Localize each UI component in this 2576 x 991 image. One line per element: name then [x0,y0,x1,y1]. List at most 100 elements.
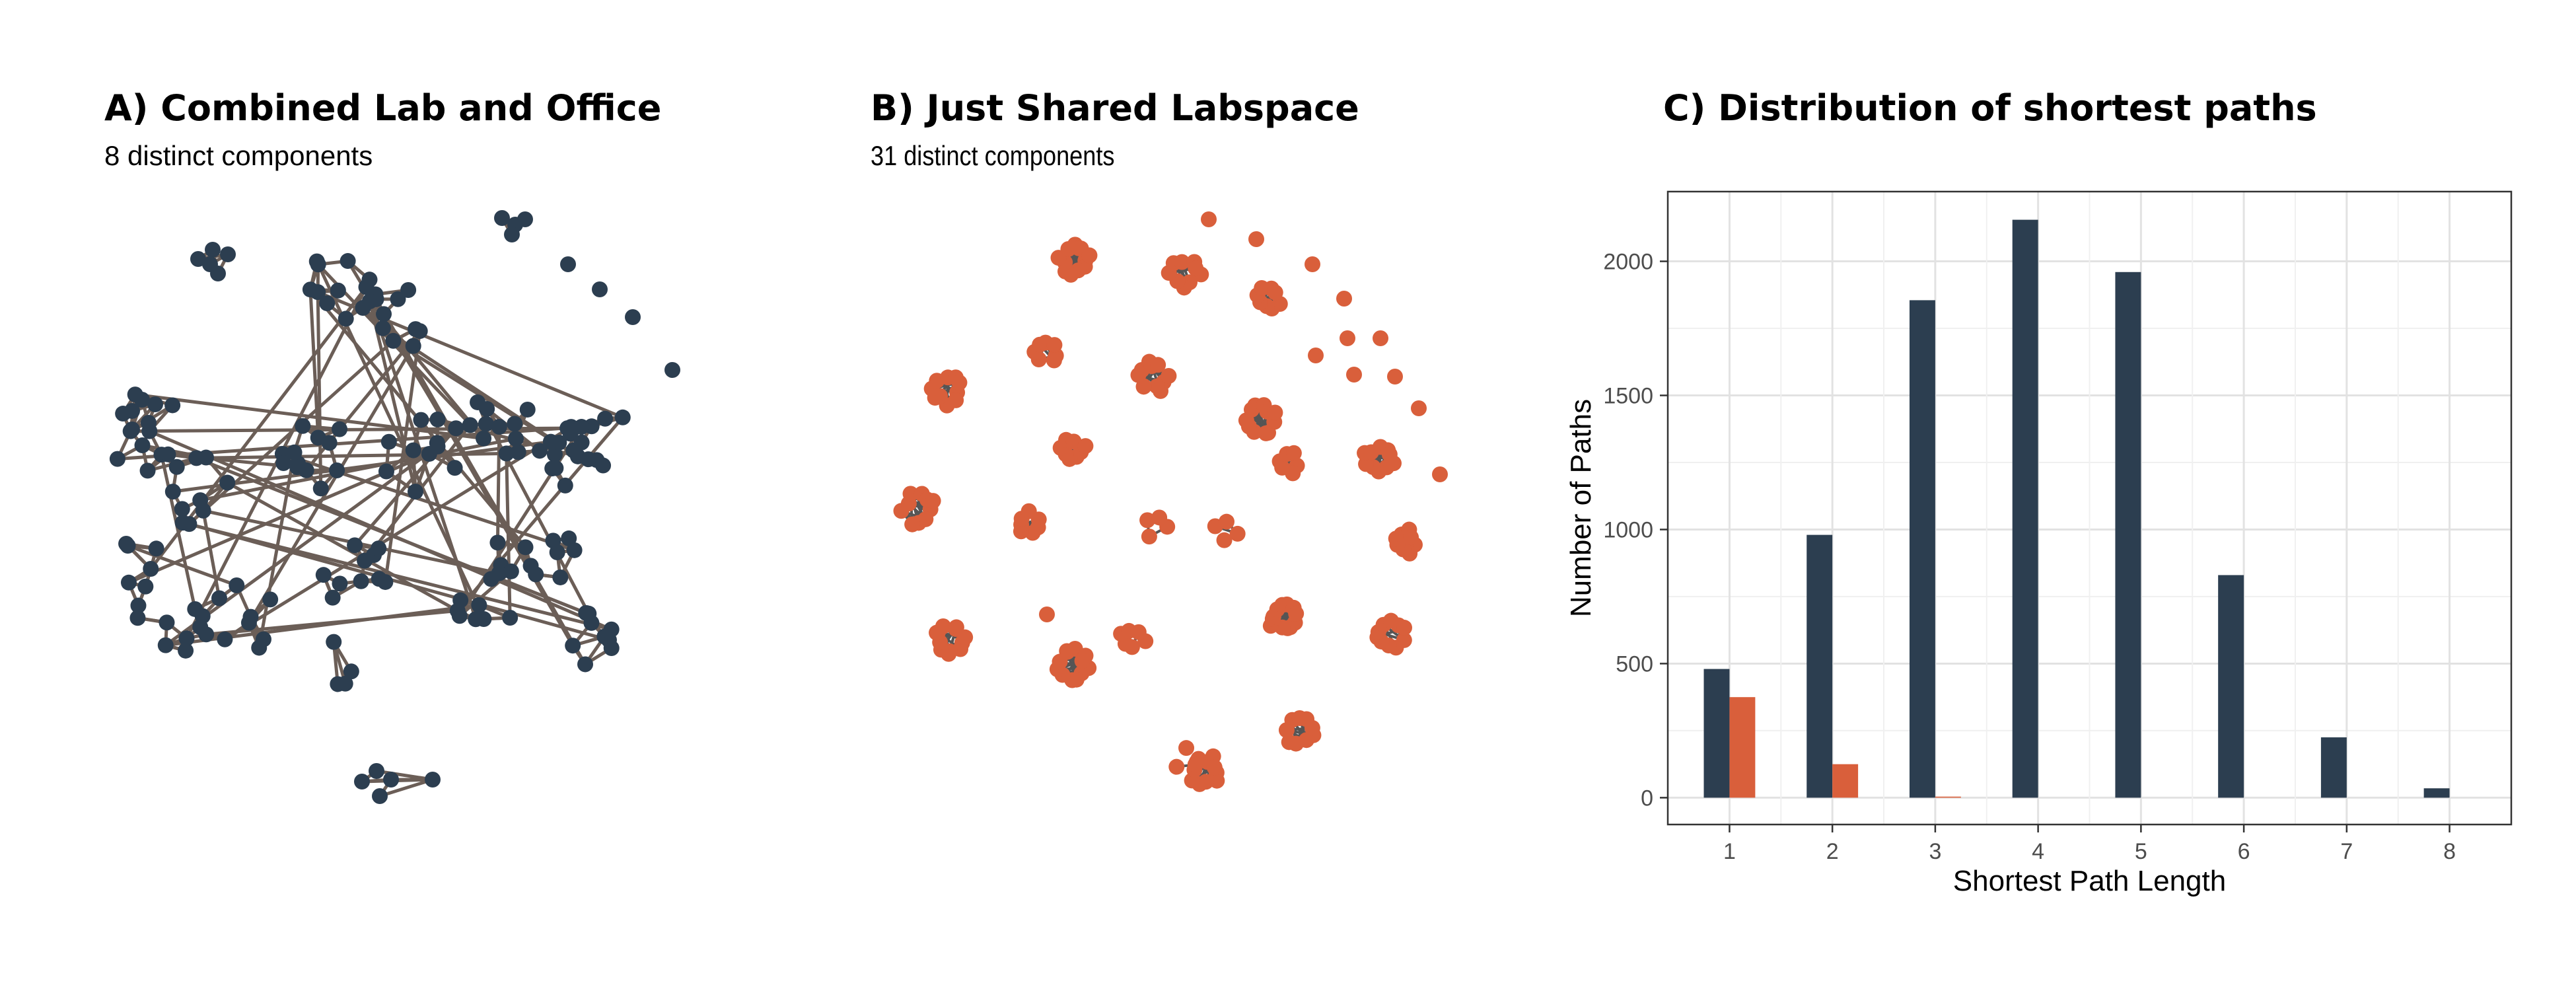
network-node [124,422,140,437]
network-node [310,256,326,273]
chart-title: C) Distribution of shortest paths [1663,87,2317,129]
network-node [577,656,594,673]
network-node [340,253,356,270]
network-node [1216,532,1233,548]
network-node [329,462,345,479]
network-node [580,451,596,468]
network-node [375,320,391,336]
network-node [147,396,163,412]
network-graph-a [109,210,680,804]
y-tick-label: 0 [1641,786,1653,811]
network-node [498,445,515,462]
network-node [1039,606,1055,622]
network-node [194,608,211,624]
network-node [573,419,590,435]
x-tick-label: 8 [2443,839,2456,864]
network-node [229,577,245,593]
network-node [139,462,156,479]
network-node [295,418,311,434]
network-node [353,573,369,589]
network-node [902,486,919,502]
y-tick-label: 2000 [1603,250,1653,275]
network-node [517,211,533,227]
network-node [211,590,227,606]
network-node [1030,511,1047,528]
x-tick-label: 1 [1723,839,1736,864]
network-node [904,516,921,532]
network-node [330,282,346,299]
network-node [545,532,561,549]
network-node [517,539,534,556]
network-node [143,561,159,577]
network-node [134,392,150,408]
network-node [164,484,181,500]
bar [2115,272,2141,798]
network-node [566,542,583,558]
network-node [120,538,136,554]
network-node [552,569,569,585]
panel-b-title: B) Just Shared Labspace [871,87,1359,129]
network-node [1396,620,1413,636]
network-node [1201,211,1217,227]
network-edge [201,510,221,599]
network-node [413,412,429,428]
network-node [597,410,614,427]
network-node [448,420,464,437]
network-node [935,618,951,634]
network-node [358,279,375,295]
network-node [178,630,195,647]
x-axis-label: Shortest Path Length [1953,865,2226,897]
network-node [330,676,346,692]
bar [1703,669,1730,798]
bar [1935,796,1961,798]
bar [2218,575,2244,798]
plot-panel-border [1666,190,2513,826]
network-node [1206,759,1223,776]
network-node [476,430,492,447]
network-node [400,282,417,299]
network-node [109,451,125,467]
network-node [326,634,342,650]
network-node [332,575,348,592]
bar [1807,534,1833,798]
network-node [408,484,424,500]
network-node [1187,756,1203,773]
network-node [312,480,329,497]
network-node [925,493,941,509]
network-node [357,552,373,569]
y-tick-label: 1500 [1603,384,1653,409]
network-node [664,362,680,378]
network-edge [476,401,590,614]
network-node [1150,357,1166,373]
network-node [551,434,567,451]
network-node [425,772,441,788]
network-edge [247,345,415,624]
bar [2423,788,2450,798]
network-node [519,401,536,418]
network-node [1258,425,1274,441]
network-node [528,566,544,583]
network-node [1381,446,1398,462]
panel-a-title: A) Combined Lab and Office [104,87,662,129]
network-edge [164,445,439,647]
network-node [1288,605,1305,622]
network-node [372,788,388,804]
network-node [338,311,354,327]
network-node [1174,254,1190,270]
network-node [447,460,463,476]
network-node [1248,231,1264,247]
network-node [205,242,221,258]
network-node [168,459,185,475]
network-edge [365,286,575,647]
network-node [385,332,402,349]
network-edge [160,454,197,610]
network-node [1308,348,1324,363]
network-node [1346,367,1362,383]
network-node [315,567,332,583]
network-node [421,445,437,462]
network-node [321,435,338,451]
network-edge [226,481,459,612]
network-node [592,281,608,297]
network-node [380,433,397,450]
network-node [157,637,174,653]
